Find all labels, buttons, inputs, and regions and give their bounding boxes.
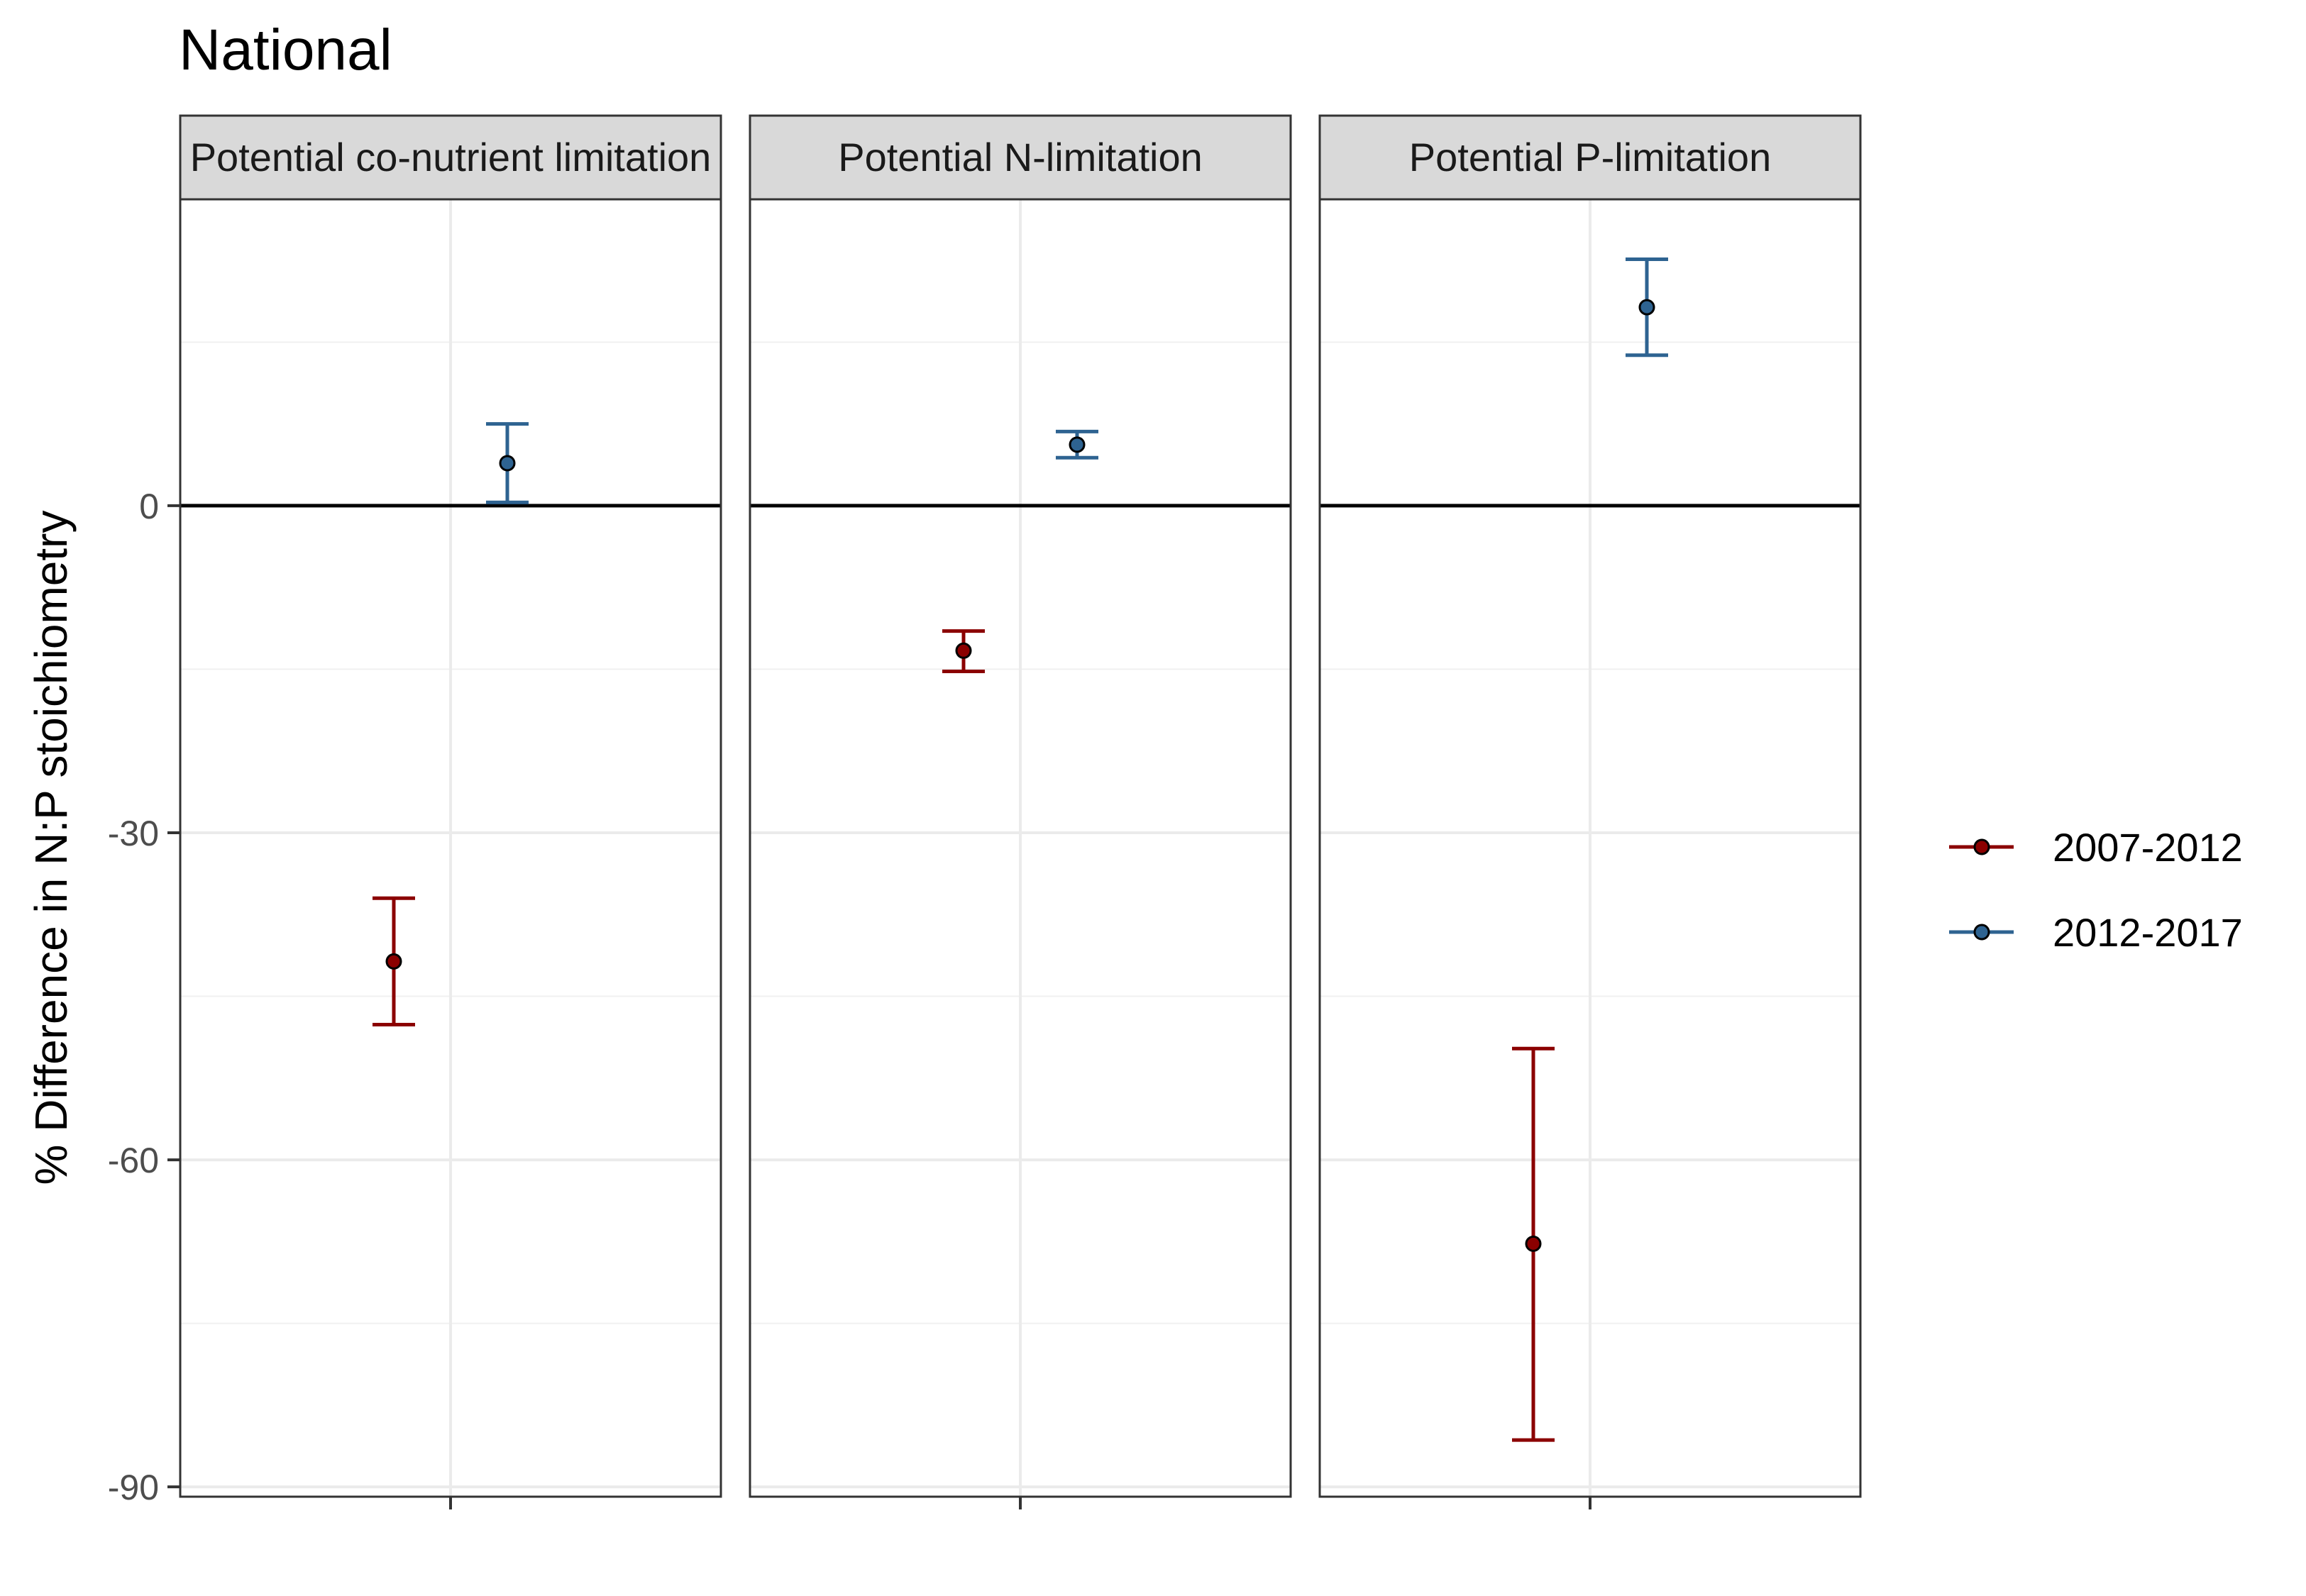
facet-strip-label: Potential N-limitation [838,135,1203,179]
data-point [1638,299,1655,316]
y-tick-label: -30 [108,814,159,853]
y-tick-label: -60 [108,1141,159,1180]
facet-strip [179,114,722,201]
error-bar [486,422,529,504]
legend-item: 2012-2017 [1949,910,2243,955]
error-bar [1512,1046,1555,1442]
facet-panel: Potential co-nutrient limitation [179,114,722,1509]
facet-strip [1318,114,1862,201]
legend-item: 2007-2012 [1949,825,2243,870]
facet-panel: Potential N-limitation [749,114,1292,1509]
error-bar [1056,429,1098,460]
legend-label: 2007-2012 [2053,825,2243,870]
y-tick-label: -90 [108,1468,159,1507]
legend-key-point [1973,838,1990,855]
data-point [385,953,402,970]
legend-label: 2012-2017 [2053,910,2243,955]
y-axis-label: % Difference in N:P stoichiometry [26,511,77,1185]
facet-strip [749,114,1292,201]
facet-strip-label: Potential P-limitation [1409,135,1771,179]
y-tick-label: 0 [139,487,159,526]
facet-panels: Potential co-nutrient limitation Potentia… [179,114,1862,1509]
chart-title: National [179,18,392,82]
error-bar [373,896,415,1026]
legend-key-point [1973,924,1990,941]
data-point [1525,1235,1542,1252]
y-axis: 0 -30 -60 -90 [108,487,180,1507]
data-point [955,642,972,659]
facet-panel: Potential P-limitation [1318,114,1862,1509]
facet-strip-label: Potential co-nutrient limitation [190,135,712,179]
data-point [1069,436,1086,453]
data-point [499,455,516,472]
legend: 2007-2012 2012-2017 [1949,825,2243,955]
error-bar [1626,257,1668,358]
error-bar [942,629,985,674]
